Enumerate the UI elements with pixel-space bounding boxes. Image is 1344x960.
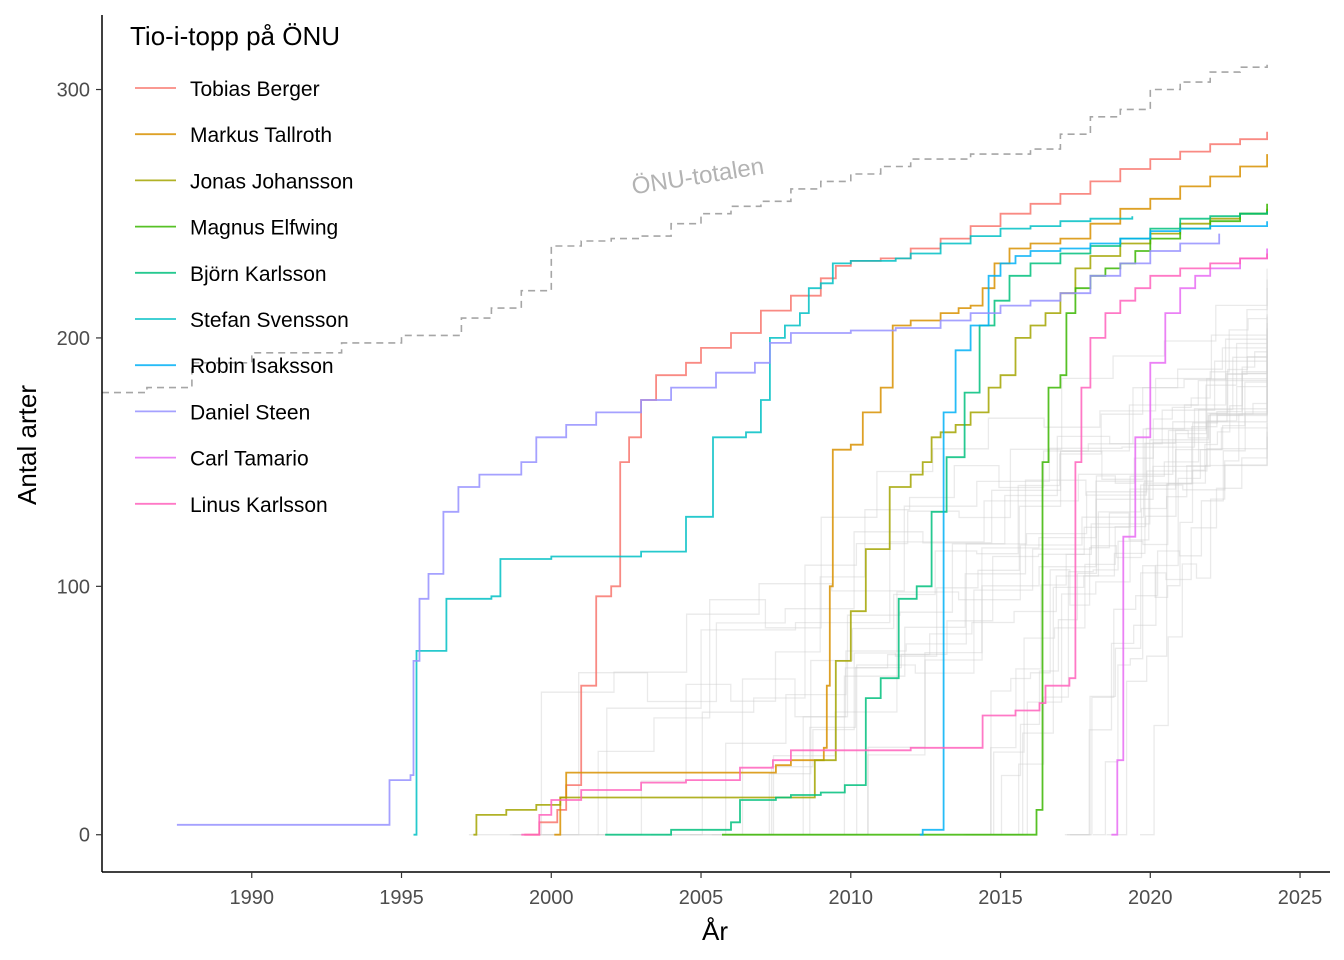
background-line <box>542 314 1268 836</box>
background-line <box>992 316 1268 836</box>
x-axis-title: År <box>702 916 728 946</box>
background-line <box>1106 268 1268 836</box>
background-line <box>993 323 1268 836</box>
background-line <box>509 354 1268 836</box>
x-ticks: 1990 1995 2000 2005 2010 2015 2020 2025 <box>230 872 1323 909</box>
background-line <box>596 328 1268 836</box>
series-line <box>413 216 1134 836</box>
background-line <box>965 345 1268 836</box>
background-line <box>811 364 1268 836</box>
x-tick-label: 1990 <box>230 887 275 909</box>
background-line <box>963 356 1268 836</box>
background-line <box>810 382 1268 836</box>
legend-title: Tio-i-topp på ÖNU <box>130 21 340 51</box>
series-lines <box>176 131 1268 836</box>
background-line <box>761 436 1268 836</box>
legend-label: Linus Karlsson <box>190 494 328 517</box>
legend-label: Carl Tamario <box>190 448 309 471</box>
background-line <box>798 379 1268 836</box>
background-line <box>764 410 1268 836</box>
series-line <box>524 131 1268 836</box>
y-tick-label: 100 <box>57 576 90 598</box>
y-tick-label: 200 <box>57 328 90 350</box>
background-line <box>971 338 1268 836</box>
legend-label: Jonas Johansson <box>190 170 353 193</box>
total-line <box>102 64 1268 394</box>
series-line <box>473 208 1268 836</box>
background-line <box>784 339 1268 836</box>
legend-label: Markus Tallroth <box>190 124 332 147</box>
y-ticks: 0 100 200 300 <box>57 80 102 847</box>
background-line <box>1070 377 1268 836</box>
x-tick-label: 2015 <box>978 887 1023 909</box>
background-line <box>1064 422 1268 836</box>
background-line <box>1067 355 1268 836</box>
series-line <box>919 221 1268 836</box>
background-line <box>727 318 1268 836</box>
background-line <box>993 350 1268 836</box>
series-line <box>521 253 1268 836</box>
background-line <box>651 279 1268 836</box>
legend-label: Magnus Elfwing <box>190 217 338 240</box>
x-tick-label: 2005 <box>679 887 724 909</box>
x-tick-label: 2000 <box>529 887 574 909</box>
background-line <box>665 427 1268 836</box>
x-tick-label: 2010 <box>829 887 874 909</box>
legend-label: Daniel Steen <box>190 401 310 424</box>
legend-label: Robin Isaksson <box>190 355 334 378</box>
y-tick-label: 0 <box>79 825 90 847</box>
legend: Tio-i-topp på ÖNU Tobias Berger Markus Ta… <box>130 21 353 517</box>
y-axis-title: Antal arter <box>12 385 42 505</box>
y-tick-label: 300 <box>57 80 90 102</box>
total-line-label: ÖNU-totalen <box>630 153 766 201</box>
background-line <box>982 288 1268 836</box>
legend-label: Björn Karlsson <box>190 263 327 286</box>
series-line <box>176 233 1221 826</box>
total-line-layer <box>102 64 1268 394</box>
x-tick-label: 2025 <box>1278 887 1323 909</box>
legend-label: Stefan Svensson <box>190 309 349 332</box>
x-tick-label: 1995 <box>379 887 424 909</box>
background-line <box>1093 329 1268 836</box>
background-line <box>690 335 1268 836</box>
background-line <box>1140 359 1268 836</box>
x-tick-label: 2020 <box>1128 887 1173 909</box>
series-line <box>1111 248 1268 836</box>
background-line <box>468 388 1268 836</box>
legend-label: Tobias Berger <box>190 78 320 101</box>
background-observer-lines <box>468 268 1268 836</box>
